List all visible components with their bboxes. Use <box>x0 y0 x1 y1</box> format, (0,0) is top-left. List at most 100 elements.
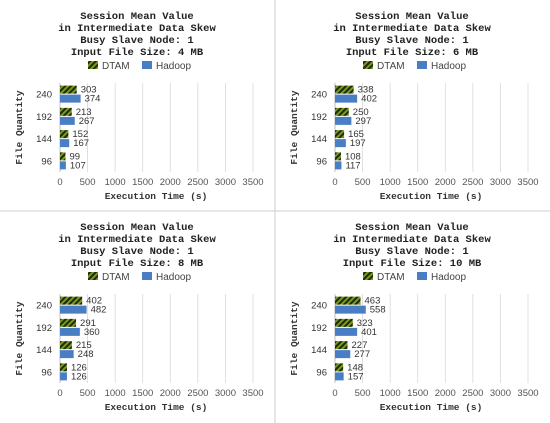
chart-title-line-4: Input File Size: 8 MB <box>71 258 204 270</box>
data-label-dtam: 227 <box>352 340 368 351</box>
bar-dtam <box>60 296 83 305</box>
data-label-dtam: 165 <box>348 129 364 140</box>
x-tick-label: 1000 <box>105 177 126 188</box>
x-tick-label: 1500 <box>132 388 153 399</box>
x-tick-label: 2000 <box>160 388 181 399</box>
chart-title-line-4: Input File Size: 10 MB <box>343 258 482 270</box>
legend-label-dtam: DTAM <box>102 272 130 283</box>
y-axis-label: File Quantity <box>14 301 25 375</box>
bar-dtam <box>60 318 77 327</box>
bar-hadoop <box>60 139 70 148</box>
legend-swatch-dtam <box>363 272 373 280</box>
bar-hadoop <box>335 327 358 336</box>
chart-title-line-1: Session Mean Value <box>355 11 468 23</box>
x-tick-label: 1500 <box>407 388 428 399</box>
legend-swatch-dtam <box>363 61 373 69</box>
bar-dtam <box>335 318 353 327</box>
data-label-dtam: 291 <box>80 318 96 329</box>
data-label-dtam: 215 <box>76 340 92 351</box>
bar-dtam <box>335 296 361 305</box>
x-tick-label: 3000 <box>215 177 236 188</box>
data-label-hadoop: 167 <box>73 138 89 149</box>
y-tick-label: 96 <box>316 156 327 167</box>
chart-title-line-4: Input File Size: 6 MB <box>346 47 479 59</box>
y-tick-label: 144 <box>311 345 327 356</box>
data-label-hadoop: 402 <box>361 94 377 105</box>
bar-hadoop <box>60 327 80 336</box>
chart-title-line-2: in Intermediate Data Skew <box>58 234 216 246</box>
x-tick-label: 1000 <box>105 388 126 399</box>
legend-label-dtam: DTAM <box>377 61 405 72</box>
x-tick-label: 3500 <box>517 177 538 188</box>
bar-hadoop <box>335 94 358 103</box>
x-tick-label: 0 <box>332 388 337 399</box>
data-label-hadoop: 248 <box>78 349 94 360</box>
legend-swatch-hadoop <box>417 272 427 280</box>
bar-hadoop <box>335 350 351 359</box>
y-tick-label: 192 <box>36 323 52 334</box>
legend-label-hadoop: Hadoop <box>431 272 466 283</box>
y-axis-label: File Quantity <box>289 301 300 375</box>
chart-title-line-3: Busy Slave Node: 1 <box>355 35 468 47</box>
data-label-hadoop: 482 <box>91 305 107 316</box>
x-tick-label: 500 <box>80 177 96 188</box>
data-label-dtam: 250 <box>353 107 369 118</box>
x-tick-label: 500 <box>355 177 371 188</box>
x-tick-label: 3000 <box>490 388 511 399</box>
bar-hadoop <box>335 116 352 125</box>
bar-dtam <box>60 85 77 94</box>
x-tick-label: 2500 <box>187 388 208 399</box>
bar-dtam <box>335 85 354 94</box>
data-label-hadoop: 360 <box>84 327 100 338</box>
chart-title-line-1: Session Mean Value <box>355 222 468 234</box>
data-label-dtam: 402 <box>86 296 102 307</box>
data-label-dtam: 99 <box>69 151 80 162</box>
data-label-dtam: 152 <box>72 129 88 140</box>
x-tick-label: 2500 <box>462 388 483 399</box>
x-tick-label: 3000 <box>215 388 236 399</box>
bar-hadoop <box>60 305 87 314</box>
data-label-hadoop: 107 <box>70 160 86 171</box>
bar-dtam <box>335 130 345 139</box>
bar-dtam <box>60 130 69 139</box>
data-label-hadoop: 277 <box>354 349 370 360</box>
y-tick-label: 240 <box>36 90 52 101</box>
y-axis-label: File Quantity <box>14 90 25 164</box>
bar-hadoop <box>335 139 346 148</box>
y-tick-label: 192 <box>311 112 327 123</box>
x-tick-label: 2000 <box>435 388 456 399</box>
chart-title-line-3: Busy Slave Node: 1 <box>355 246 468 258</box>
data-label-hadoop: 117 <box>345 160 360 171</box>
data-label-hadoop: 374 <box>85 94 101 105</box>
legend-swatch-hadoop <box>417 61 427 69</box>
y-tick-label: 144 <box>36 345 52 356</box>
bar-hadoop <box>60 372 67 381</box>
legend-swatch-hadoop <box>142 272 152 280</box>
x-axis-label: Execution Time (s) <box>380 191 483 202</box>
x-tick-label: 3500 <box>517 388 538 399</box>
legend-swatch-dtam <box>88 272 98 280</box>
bar-hadoop <box>60 116 75 125</box>
chart-title-line-2: in Intermediate Data Skew <box>333 23 491 35</box>
y-tick-label: 96 <box>41 156 52 167</box>
data-label-hadoop: 126 <box>71 371 87 382</box>
x-tick-label: 1500 <box>132 177 153 188</box>
bar-dtam <box>335 341 348 350</box>
legend-swatch-dtam <box>88 61 98 69</box>
x-tick-label: 2500 <box>462 177 483 188</box>
y-tick-label: 240 <box>311 90 327 101</box>
bar-hadoop <box>60 94 81 103</box>
bar-hadoop <box>60 350 74 359</box>
bar-hadoop <box>60 161 66 170</box>
legend-label-hadoop: Hadoop <box>156 272 191 283</box>
data-label-hadoop: 267 <box>79 116 95 127</box>
data-label-hadoop: 197 <box>350 138 366 149</box>
chart-title-line-1: Session Mean Value <box>80 11 193 23</box>
y-tick-label: 96 <box>316 367 327 378</box>
y-tick-label: 192 <box>36 112 52 123</box>
